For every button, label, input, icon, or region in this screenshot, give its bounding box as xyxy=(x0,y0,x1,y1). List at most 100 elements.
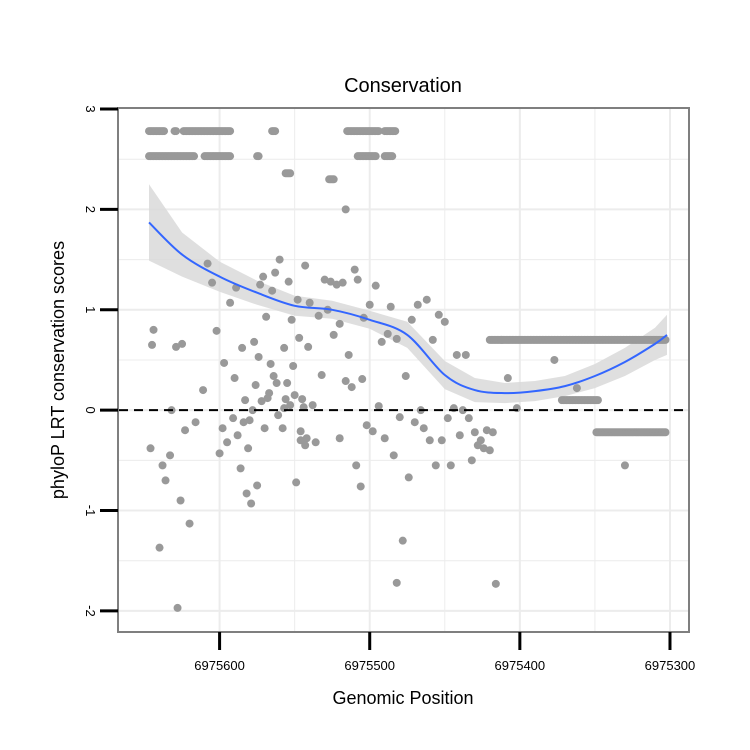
data-point xyxy=(233,431,242,440)
data-point xyxy=(176,496,185,505)
smooth-line-layer xyxy=(148,221,668,395)
data-point xyxy=(389,451,398,460)
data-point xyxy=(223,438,232,447)
data-point xyxy=(338,278,347,287)
data-point xyxy=(278,424,287,433)
data-point xyxy=(190,152,199,161)
data-point xyxy=(254,352,263,361)
data-point xyxy=(388,152,397,161)
chart-title: Conservation xyxy=(344,75,462,97)
data-point xyxy=(386,302,395,311)
data-point xyxy=(296,427,305,436)
data-point xyxy=(293,295,302,304)
data-point xyxy=(266,359,275,368)
data-point xyxy=(295,333,304,342)
data-point xyxy=(383,329,392,338)
data-point xyxy=(317,371,326,380)
data-point xyxy=(305,298,314,307)
data-point xyxy=(497,335,506,344)
data-point xyxy=(392,334,401,343)
data-point xyxy=(398,536,407,545)
data-point xyxy=(593,396,602,405)
data-point xyxy=(341,377,350,386)
data-point xyxy=(482,426,491,435)
data-point xyxy=(308,401,317,410)
data-point xyxy=(329,330,338,339)
data-point xyxy=(434,310,443,319)
data-point xyxy=(181,426,190,435)
data-point xyxy=(425,436,434,445)
data-point xyxy=(347,383,356,392)
x-tick-label: 6975300 xyxy=(645,658,696,673)
data-point xyxy=(358,375,367,384)
data-point xyxy=(244,444,253,453)
data-point xyxy=(443,414,452,423)
x-axis-label: Genomic Position xyxy=(332,688,473,708)
data-point xyxy=(395,413,404,422)
y-tick-label: 0 xyxy=(83,407,98,414)
data-point xyxy=(301,261,310,270)
data-point xyxy=(275,255,284,264)
data-point xyxy=(212,326,221,335)
data-point xyxy=(178,339,187,348)
data-point xyxy=(314,311,323,320)
data-point xyxy=(245,416,254,425)
data-point xyxy=(326,277,335,286)
data-point xyxy=(299,403,308,412)
data-point xyxy=(296,436,305,445)
data-point xyxy=(461,350,470,359)
data-point xyxy=(229,414,238,423)
data-point xyxy=(262,312,271,321)
data-point xyxy=(241,396,250,405)
data-point xyxy=(455,431,464,440)
data-point xyxy=(160,127,169,136)
data-point xyxy=(431,461,440,470)
data-point xyxy=(335,434,344,443)
data-point xyxy=(368,427,377,436)
data-point xyxy=(374,402,383,411)
data-point xyxy=(254,152,263,161)
data-point xyxy=(485,446,494,455)
data-point xyxy=(332,280,341,289)
data-point xyxy=(226,298,235,307)
data-point xyxy=(236,464,245,473)
data-point xyxy=(290,391,299,400)
data-point xyxy=(335,319,344,328)
data-point xyxy=(437,436,446,445)
data-point xyxy=(161,476,170,485)
data-point xyxy=(302,434,311,443)
y-tick-label: 2 xyxy=(83,206,98,213)
data-point xyxy=(365,300,374,309)
data-point xyxy=(410,418,419,427)
confidence-ribbon-layer xyxy=(149,184,667,404)
data-point xyxy=(491,579,500,588)
data-point xyxy=(242,489,251,498)
scatter-points-layer xyxy=(145,127,670,612)
panel-border xyxy=(117,107,690,633)
y-tick-label: -1 xyxy=(83,505,98,517)
data-point xyxy=(341,205,350,214)
data-point xyxy=(253,481,262,490)
y-tick-label: 1 xyxy=(83,306,98,313)
data-point xyxy=(620,461,629,470)
data-point xyxy=(271,268,280,277)
data-point xyxy=(391,127,400,136)
data-point xyxy=(422,295,431,304)
data-point xyxy=(413,300,422,309)
data-point xyxy=(251,381,260,390)
data-point xyxy=(304,342,313,351)
data-point xyxy=(292,478,301,487)
data-point xyxy=(298,395,307,404)
x-axis-ticks: 6975600 6975500 6975400 6975300 xyxy=(194,632,695,673)
data-point xyxy=(239,418,248,427)
data-point xyxy=(220,358,229,367)
y-tick-label: 3 xyxy=(83,105,98,112)
data-point xyxy=(467,456,476,465)
data-point xyxy=(329,175,338,184)
data-point xyxy=(268,286,277,295)
data-point xyxy=(257,397,266,406)
data-point xyxy=(352,461,361,470)
data-point xyxy=(458,406,467,415)
data-point xyxy=(281,395,290,404)
